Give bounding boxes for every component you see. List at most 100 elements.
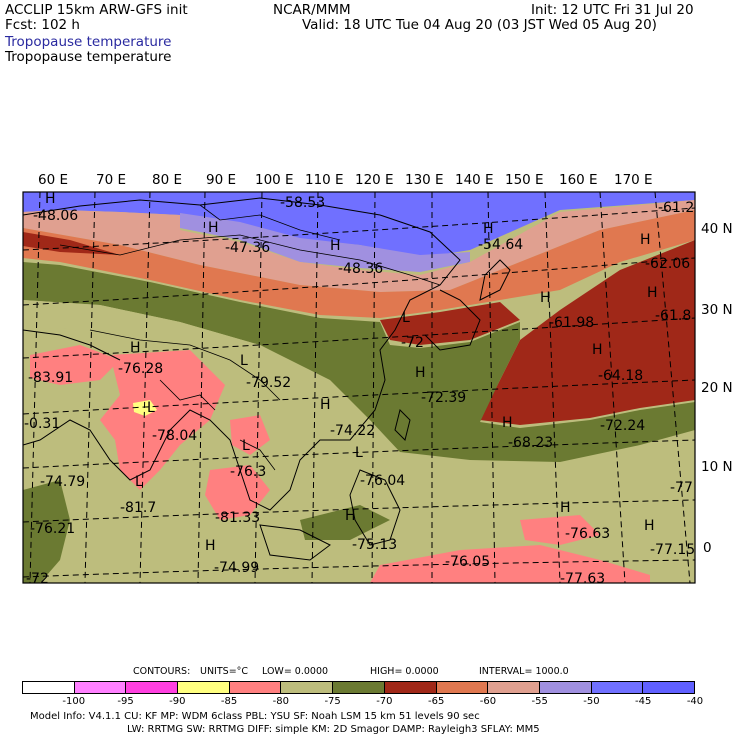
extreme-mark-27: H xyxy=(560,500,571,516)
extreme-value-17: -68.23 xyxy=(508,435,553,451)
fill-band-85-patch xyxy=(133,400,157,416)
extreme-mark-23: L xyxy=(135,474,143,490)
fill-band-50 xyxy=(180,213,470,272)
extreme-value-25: -77 xyxy=(670,480,693,496)
extreme-value-3: -48.36 xyxy=(338,261,383,277)
extreme-value-18: -72.24 xyxy=(600,418,645,434)
lat-label-10n: 10 N xyxy=(701,459,733,475)
scale-label-6: -70 xyxy=(376,696,393,707)
fill-band-75-strip xyxy=(23,300,330,382)
lon-label-60e: 60 E xyxy=(38,172,68,188)
extreme-value-20: -76.3 xyxy=(230,464,266,480)
fill-band-65-east xyxy=(480,240,695,425)
init-time: Init: 12 UTC Fri 31 Jul 20 xyxy=(531,2,694,18)
extreme-value-11: -79.52 xyxy=(246,375,291,391)
extreme-mark-16: H xyxy=(320,397,331,413)
extreme-mark-21: L xyxy=(355,445,363,461)
extreme-mark-8: H xyxy=(647,285,658,301)
extreme-value-21: -76.04 xyxy=(360,473,405,489)
scale-label-8: -60 xyxy=(479,696,497,707)
color-swatch-11 xyxy=(591,682,644,693)
extreme-mark-2: H xyxy=(208,220,219,236)
color-swatch-3 xyxy=(178,682,230,693)
fill-band-80-patch-1 xyxy=(30,345,120,385)
extreme-value-24: -81.33 xyxy=(215,510,260,526)
extreme-mark-3: H xyxy=(330,238,341,254)
contours-units: UNITS=°C xyxy=(200,666,249,677)
extreme-mark-10: H xyxy=(130,340,141,356)
fill-band-60 xyxy=(23,210,695,318)
lat-label-30n: 30 N xyxy=(701,302,733,318)
lon-label-160e: 160 E xyxy=(559,172,598,188)
extreme-value-29: -75.13 xyxy=(352,537,397,553)
fill-band-80-patch-2 xyxy=(100,350,225,490)
fill-band-80-patch-4 xyxy=(230,415,270,455)
color-swatch-1 xyxy=(74,682,127,693)
extreme-value-16: -74.22 xyxy=(330,423,375,439)
valid-time: Valid: 18 UTC Tue 04 Aug 20 (03 JST Wed … xyxy=(302,17,657,33)
extreme-value-31: -74.99 xyxy=(214,560,259,576)
extreme-value-32: -77.63 xyxy=(560,571,605,587)
extreme-value-27: -76.63 xyxy=(565,526,610,542)
extreme-value-14: -64.18 xyxy=(598,368,643,384)
lon-label-120e: 120 E xyxy=(355,172,394,188)
extreme-mark-6: H xyxy=(640,232,651,248)
extreme-value-28: -77.15 xyxy=(650,542,695,558)
scale-label-2: -90 xyxy=(169,696,186,707)
extreme-value-2: -47.36 xyxy=(225,240,270,256)
extreme-value-22: -74.79 xyxy=(40,474,85,490)
extreme-mark-15: L xyxy=(147,400,155,416)
map-frame xyxy=(22,191,696,584)
fill-band-80-patch-5 xyxy=(370,545,650,583)
extreme-mark-29: H xyxy=(345,508,356,524)
color-swatch-8 xyxy=(436,682,489,693)
extreme-value-7: -61.98 xyxy=(549,315,594,331)
extreme-mark-20: L xyxy=(242,438,250,454)
extreme-value-26: -76.21 xyxy=(30,521,75,537)
color-swatch-0 xyxy=(23,682,75,693)
extreme-value-30: -76.05 xyxy=(445,554,490,570)
color-swatch-9 xyxy=(488,682,540,693)
scale-label-12: -40 xyxy=(686,696,704,707)
lon-label-80e: 80 E xyxy=(152,172,182,188)
fill-band-70 xyxy=(23,262,695,462)
extreme-value-0: -48.06 xyxy=(33,208,78,224)
extreme-value-12: -83.91 xyxy=(28,370,73,386)
color-swatch-2 xyxy=(126,682,179,693)
color-swatch-6 xyxy=(333,682,385,693)
extreme-mark-11: L xyxy=(240,353,248,369)
extreme-mark-31: H xyxy=(205,538,216,554)
extreme-mark-28: H xyxy=(644,518,655,534)
fill-band-65-mid xyxy=(380,302,520,345)
color-swatch-5 xyxy=(281,682,334,693)
contours-low: LOW= 0.0000 xyxy=(262,666,329,677)
extreme-value-15: -78.04 xyxy=(152,428,197,444)
scale-label-4: -80 xyxy=(272,696,290,707)
forecast-hour: Fcst: 102 h xyxy=(5,17,80,33)
center-name: NCAR/MMM xyxy=(273,2,351,18)
extreme-value-10: -76.28 xyxy=(118,361,163,377)
borders xyxy=(59,204,441,471)
scale-label-11: -45 xyxy=(635,696,652,707)
lon-label-170e: 170 E xyxy=(614,172,653,188)
field-title-shaded: Tropopause temperature xyxy=(5,34,172,50)
fill-band-70-patch-s xyxy=(300,505,390,540)
extreme-value-33: -72 xyxy=(26,571,49,587)
lon-label-110e: 110 E xyxy=(305,172,344,188)
scale-label-5: -75 xyxy=(324,696,341,707)
extreme-value-1: -58.53 xyxy=(280,195,325,211)
extreme-value-9: -72 xyxy=(401,335,424,351)
extreme-value-5: -61.2 xyxy=(658,200,694,216)
extreme-mark-9: L xyxy=(402,310,410,326)
scale-label-10: -50 xyxy=(583,696,600,707)
extreme-mark-14: H xyxy=(592,342,603,358)
lon-label-140e: 140 E xyxy=(455,172,494,188)
extreme-value-19: -0.31 xyxy=(24,416,60,432)
extreme-value-4: -54.64 xyxy=(478,237,523,253)
fill-band-80-patch-6 xyxy=(520,515,600,545)
fill-band-80-patch-3 xyxy=(205,465,270,520)
color-swatch-12 xyxy=(643,682,694,693)
color-swatch-10 xyxy=(539,682,592,693)
fill-band-70-patch-sw xyxy=(23,480,70,583)
